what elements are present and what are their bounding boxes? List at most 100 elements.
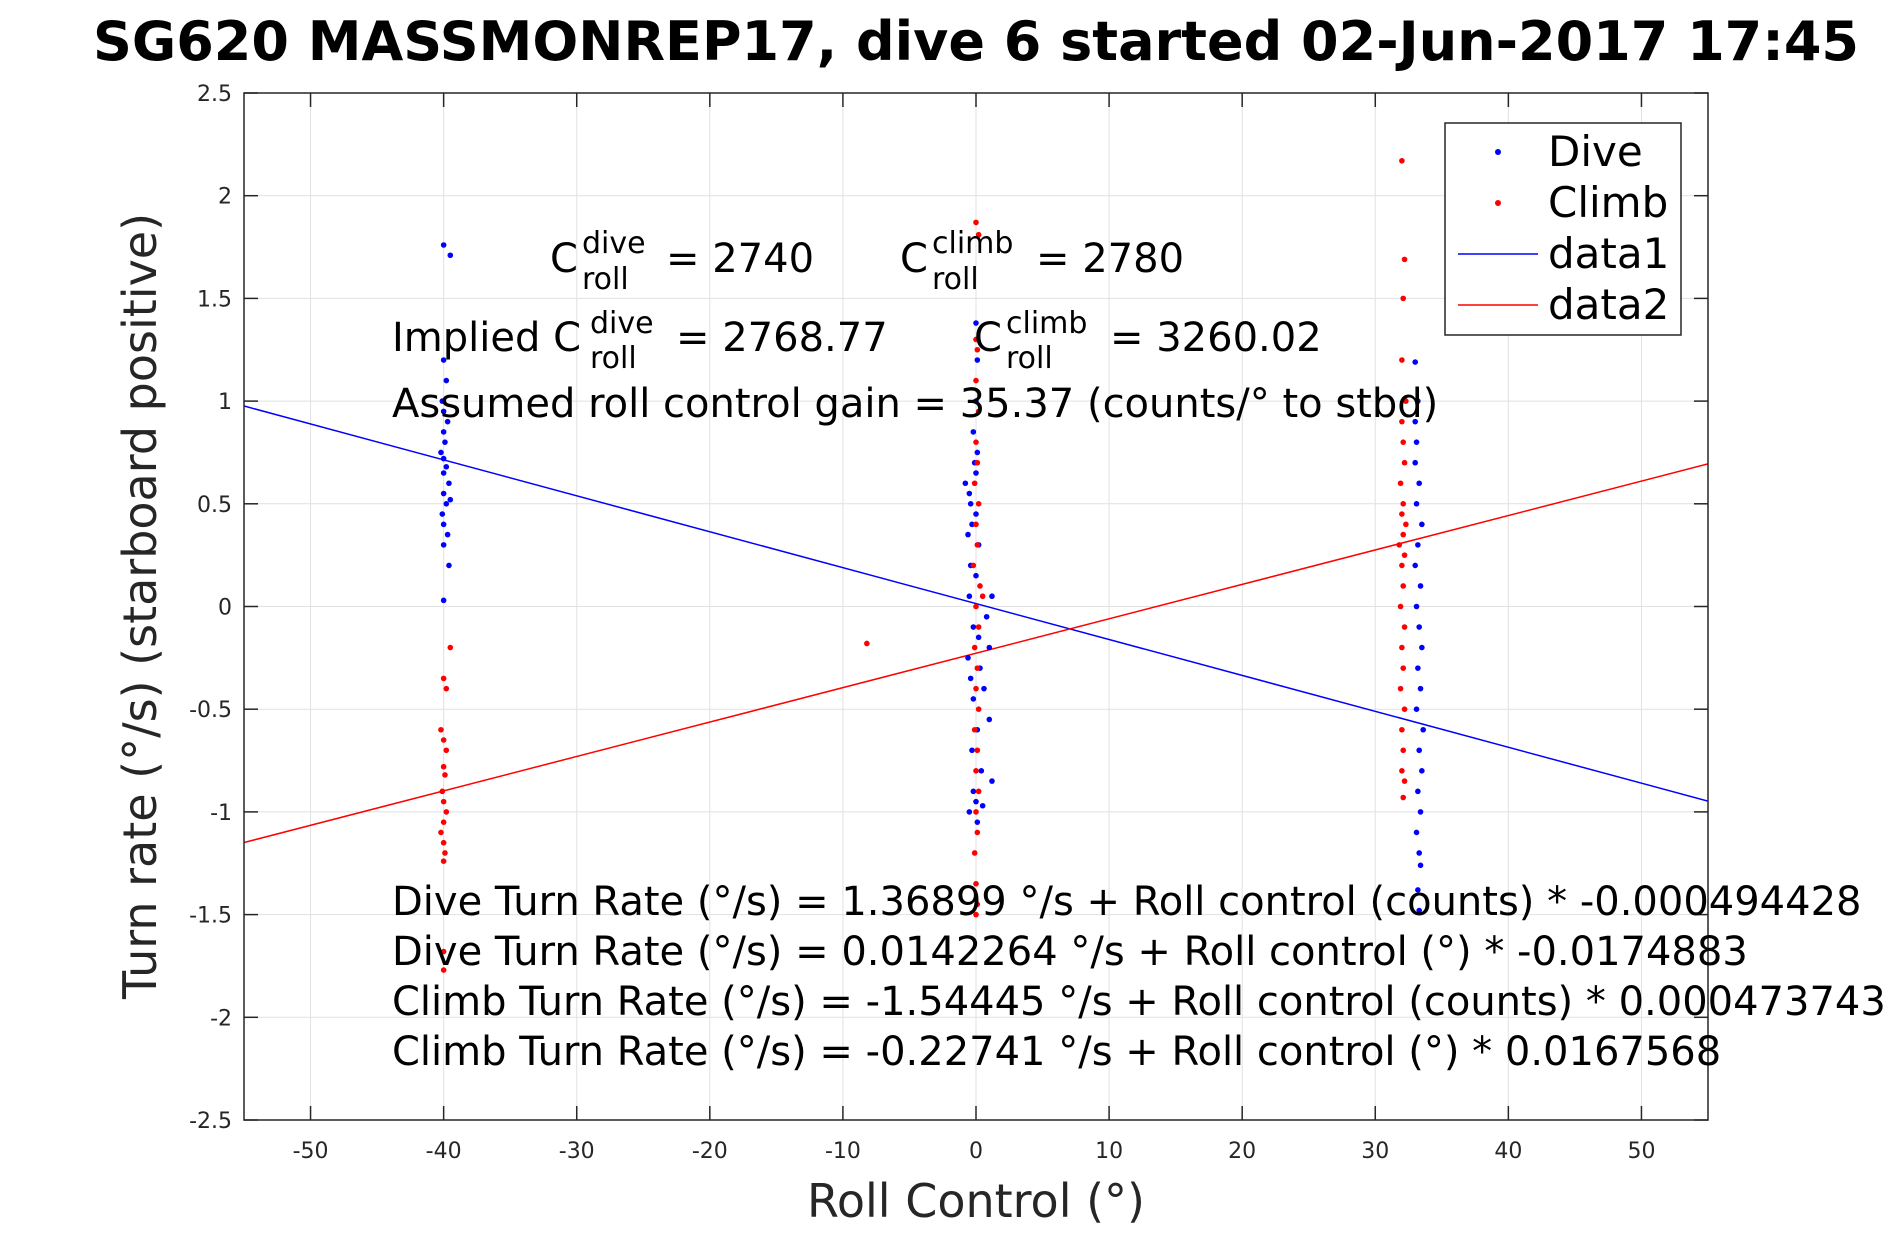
dive-point bbox=[1419, 521, 1425, 528]
dive-point bbox=[965, 531, 971, 538]
climb-point bbox=[971, 480, 978, 487]
x-tick-labels: -50 -40 -30 -20 -10 0 10 20 30 40 50 bbox=[293, 1139, 1656, 1164]
climb-point bbox=[973, 219, 979, 226]
climb-point bbox=[1401, 459, 1408, 466]
dive-point bbox=[969, 521, 975, 528]
dive-point bbox=[440, 242, 447, 248]
climb-point bbox=[1399, 357, 1405, 363]
y-tick-label: 0 bbox=[218, 596, 232, 621]
dive-point bbox=[1415, 542, 1421, 548]
climb-point bbox=[974, 901, 981, 908]
dive-point bbox=[1415, 665, 1421, 671]
dive-point bbox=[1417, 685, 1424, 692]
climb-point bbox=[1401, 552, 1408, 558]
y-tick-label: 2.5 bbox=[197, 82, 232, 107]
annotation-c-climb-letter: C bbox=[900, 236, 928, 282]
climb-point bbox=[974, 829, 981, 836]
x-tick-label: 40 bbox=[1494, 1139, 1522, 1164]
dive-point bbox=[440, 470, 447, 476]
legend-label-data2: data2 bbox=[1548, 280, 1669, 329]
annotation-eq4: Climb Turn Rate (°/s) = -0.22741 °/s + R… bbox=[392, 1029, 1721, 1075]
dive-point bbox=[970, 429, 977, 435]
dive-point bbox=[1413, 501, 1420, 507]
climb-point bbox=[1399, 562, 1405, 569]
climb-point bbox=[1400, 583, 1407, 589]
dive-point bbox=[966, 593, 973, 600]
y-tick-label: 2 bbox=[218, 185, 232, 210]
series-layer bbox=[244, 157, 1708, 973]
dive-point bbox=[1413, 439, 1420, 445]
annotation-implied-dive-sup: dive bbox=[590, 306, 654, 341]
climb-point bbox=[1400, 794, 1407, 801]
dive-point bbox=[1419, 768, 1425, 774]
climb-point bbox=[1399, 418, 1405, 425]
dive-point bbox=[446, 562, 452, 569]
annotation-c-climb: C climb roll = 2780 bbox=[900, 226, 1184, 297]
climb-point bbox=[1403, 521, 1409, 528]
legend-marker-dive bbox=[1495, 149, 1501, 155]
annotation-implied-climb-letter: C bbox=[974, 315, 1002, 361]
x-axis-label: Roll Control (°) bbox=[807, 1174, 1145, 1228]
annotation-eq1: Dive Turn Rate (°/s) = 1.36899 °/s + Rol… bbox=[392, 879, 1861, 925]
dive-point bbox=[1415, 398, 1421, 404]
x-tick-label: -30 bbox=[559, 1139, 595, 1164]
climb-point bbox=[438, 726, 444, 733]
climb-point bbox=[974, 747, 981, 754]
x-tick-label: -50 bbox=[293, 1139, 329, 1164]
climb-point bbox=[1397, 603, 1404, 610]
climb-point bbox=[1403, 398, 1409, 404]
dive-point bbox=[440, 455, 447, 462]
legend-marker-climb bbox=[1495, 200, 1501, 206]
dive-point bbox=[440, 429, 447, 435]
dive-point bbox=[1416, 850, 1422, 856]
climb-point bbox=[975, 706, 982, 712]
legend-label-data1: data1 bbox=[1548, 229, 1669, 278]
climb-point bbox=[973, 521, 979, 528]
x-tick-label: 30 bbox=[1361, 1139, 1389, 1164]
climb-point bbox=[971, 850, 978, 856]
climb-point bbox=[973, 439, 979, 445]
dive-point bbox=[1413, 829, 1420, 836]
dive-point bbox=[446, 480, 452, 487]
climb-point bbox=[973, 768, 979, 774]
annotation-c-climb-sub: roll bbox=[932, 262, 979, 297]
annotation-c-dive-letter: C bbox=[550, 236, 578, 282]
climb-point bbox=[1401, 256, 1408, 263]
climb-point bbox=[1399, 157, 1405, 164]
climb-point bbox=[442, 772, 448, 778]
dive-point bbox=[966, 809, 973, 815]
climb-point bbox=[977, 583, 983, 589]
y-tick-label: -1 bbox=[210, 801, 232, 826]
annotation-c-climb-sup: climb bbox=[932, 226, 1013, 261]
legend-box bbox=[1444, 122, 1682, 336]
climb-point bbox=[974, 459, 981, 466]
annotation-c-dive-value: = 2740 bbox=[666, 236, 814, 282]
dive-point bbox=[1415, 887, 1421, 893]
annotation-implied-climb-sub: roll bbox=[1006, 341, 1053, 376]
dive-point bbox=[440, 521, 447, 528]
y-tick-label: -2 bbox=[210, 1006, 232, 1031]
dive-point bbox=[444, 531, 451, 538]
dive-point bbox=[975, 634, 982, 641]
dive-point bbox=[438, 449, 444, 456]
climb-point bbox=[440, 737, 447, 743]
climb-point bbox=[1397, 480, 1404, 487]
climb-point bbox=[440, 967, 447, 973]
climb-point bbox=[973, 603, 979, 610]
climb-point bbox=[438, 829, 444, 836]
y-tick-labels: 2.5 2 1.5 1 0.5 0 -0.5 -1 -1.5 -2 -2.5 bbox=[189, 82, 232, 1134]
dive-point bbox=[962, 480, 969, 487]
climb-point bbox=[970, 562, 977, 569]
dive-point bbox=[966, 490, 973, 497]
dive-point bbox=[440, 490, 447, 497]
climb-point bbox=[973, 911, 979, 918]
series-climb bbox=[438, 157, 1409, 973]
dive-point bbox=[440, 357, 447, 363]
dive-point bbox=[442, 439, 448, 445]
annotation-eq3: Climb Turn Rate (°/s) = -1.54445 °/s + R… bbox=[392, 979, 1886, 1025]
dive-point bbox=[974, 357, 981, 363]
climb-point bbox=[1399, 726, 1405, 733]
climb-point bbox=[864, 640, 870, 647]
x-tick-label: 10 bbox=[1095, 1139, 1123, 1164]
dive-point bbox=[978, 768, 985, 774]
